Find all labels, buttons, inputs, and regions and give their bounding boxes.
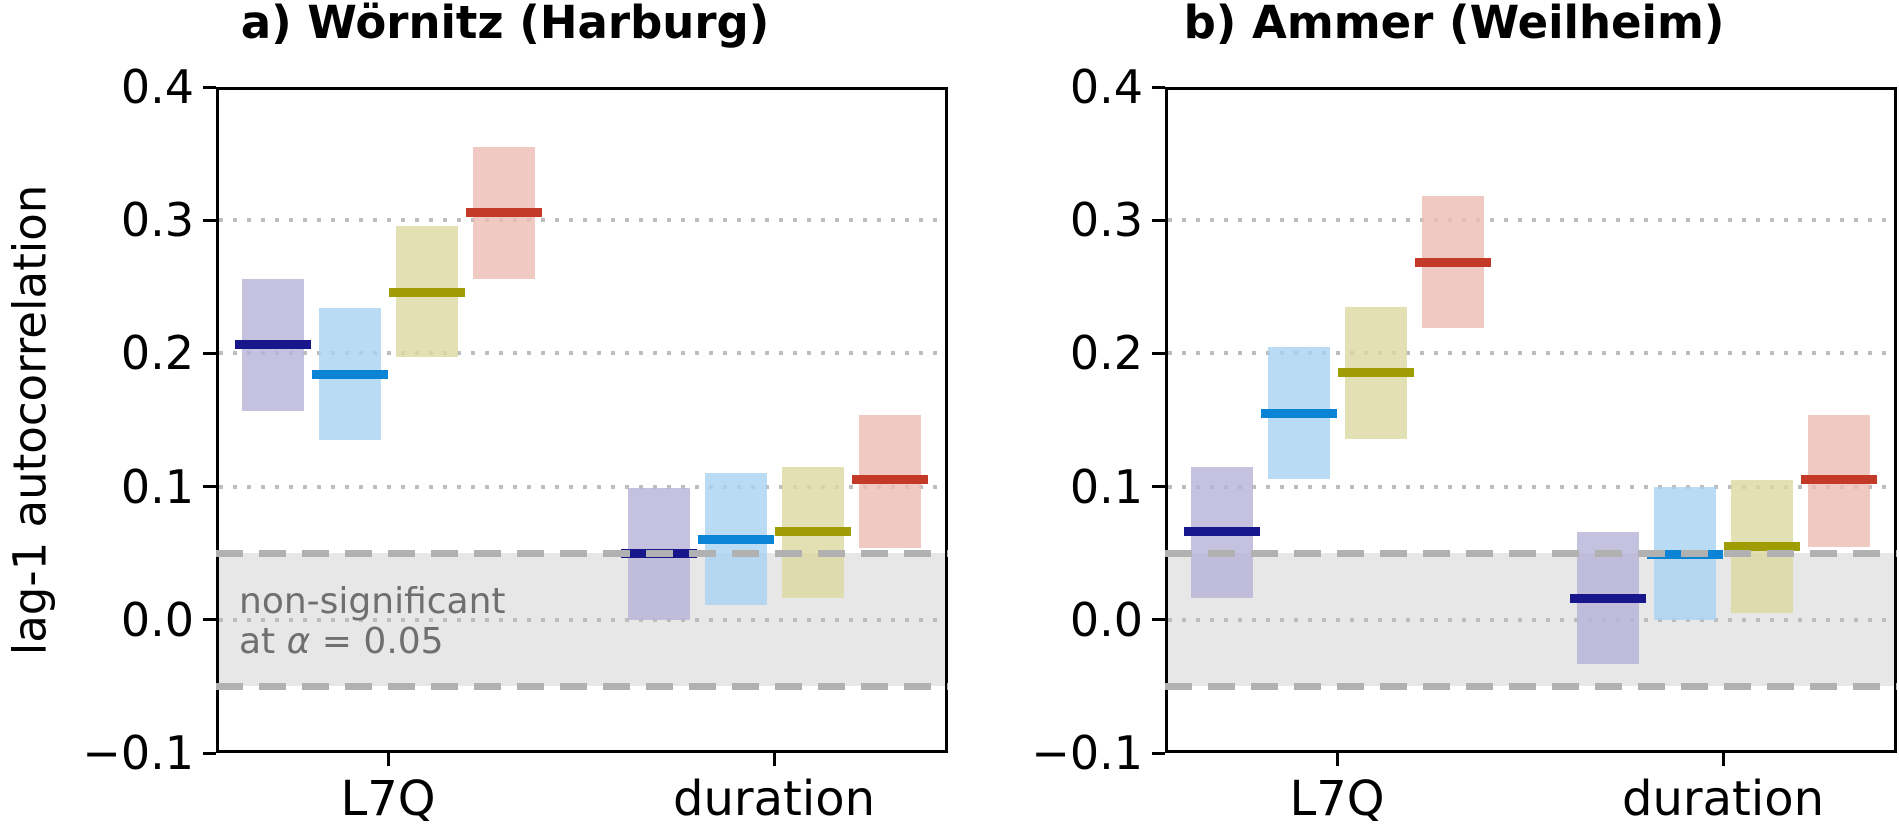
x-tick-label-duration: duration [673, 771, 875, 827]
y-tick-label: 0.2 [120, 326, 194, 381]
y-tick-mark [1152, 351, 1165, 355]
y-tick-label: 0.2 [1069, 326, 1143, 381]
y-tick-label: 0.0 [1069, 592, 1143, 647]
y-tick-label: 0.1 [120, 459, 194, 514]
light-blue-center-line-duration [697, 535, 774, 545]
y-tick-mark [203, 351, 216, 355]
dark-blue-center-line-L7Q [1183, 527, 1260, 537]
gridline-0.3 [219, 218, 945, 223]
band-lower-dashed-line [1165, 682, 1897, 690]
panel-b-plot-area [1165, 87, 1897, 753]
red-center-line-L7Q [1414, 258, 1491, 268]
gridline-0.2 [219, 351, 945, 356]
light-blue-center-line-L7Q [311, 370, 388, 380]
gridline-0 [1168, 617, 1894, 622]
y-tick-mark [1152, 218, 1165, 222]
y-tick-label: −0.1 [1031, 726, 1143, 780]
y-tick-label: −0.1 [82, 726, 194, 780]
red-center-line-L7Q [465, 207, 542, 217]
gridline-0.3 [1168, 218, 1894, 223]
annotation-prefix: at [239, 621, 287, 662]
y-tick-mark [1152, 485, 1165, 489]
y-tick-mark [203, 751, 216, 755]
y-tick-mark [203, 485, 216, 489]
panel-a-plot-area: non-significant at α = 0.05 [216, 87, 948, 753]
y-tick-mark [1152, 751, 1165, 755]
olive-center-line-L7Q [1337, 367, 1414, 377]
y-tick-label: 0.1 [1069, 459, 1143, 514]
dark-blue-center-line-duration [1569, 593, 1646, 603]
x-tick-mark [1335, 753, 1339, 766]
gridline-0.1 [1168, 484, 1894, 489]
red-center-line-duration [1800, 475, 1877, 485]
y-tick-mark [203, 85, 216, 89]
olive-center-line-L7Q [388, 287, 465, 297]
gridline-0.1 [219, 484, 945, 489]
y-tick-mark [203, 218, 216, 222]
light-blue-center-line-L7Q [1260, 408, 1337, 418]
olive-center-line-duration [774, 527, 851, 537]
annotation-suffix: = 0.05 [310, 621, 444, 662]
y-tick-label: 0.3 [120, 193, 194, 248]
panel-b-title: b) Ammer (Weilheim) [1183, 0, 1725, 49]
y-tick-label: 0.3 [1069, 193, 1143, 248]
y-tick-mark [203, 618, 216, 622]
x-tick-mark [386, 753, 390, 766]
x-tick-label-duration: duration [1622, 771, 1824, 827]
significance-annotation-line2: at α = 0.05 [239, 622, 506, 662]
y-axis-label: lag-1 autocorrelation [3, 184, 57, 656]
y-tick-label: 0.4 [1069, 60, 1143, 114]
y-tick-mark [1152, 618, 1165, 622]
band-upper-dashed-line [216, 549, 948, 557]
x-tick-mark [772, 753, 776, 766]
panel-a-title: a) Wörnitz (Harburg) [240, 0, 770, 49]
gridline-0.2 [1168, 351, 1894, 356]
y-tick-mark [1152, 85, 1165, 89]
y-tick-label: 0.4 [120, 60, 194, 114]
alpha-symbol: α [286, 621, 311, 662]
x-tick-mark [1721, 753, 1725, 766]
gridline-0 [219, 617, 945, 622]
red-center-line-duration [851, 475, 928, 485]
dark-blue-center-line-L7Q [234, 339, 311, 349]
olive-center-line-duration [1723, 542, 1800, 552]
band-upper-dashed-line [1165, 549, 1897, 557]
x-tick-label-L7Q: L7Q [1289, 771, 1385, 827]
band-lower-dashed-line [216, 682, 948, 690]
significance-annotation: non-significant at α = 0.05 [239, 582, 506, 662]
x-tick-label-L7Q: L7Q [340, 771, 436, 827]
y-tick-label: 0.0 [120, 592, 194, 647]
significance-annotation-line1: non-significant [239, 581, 506, 622]
